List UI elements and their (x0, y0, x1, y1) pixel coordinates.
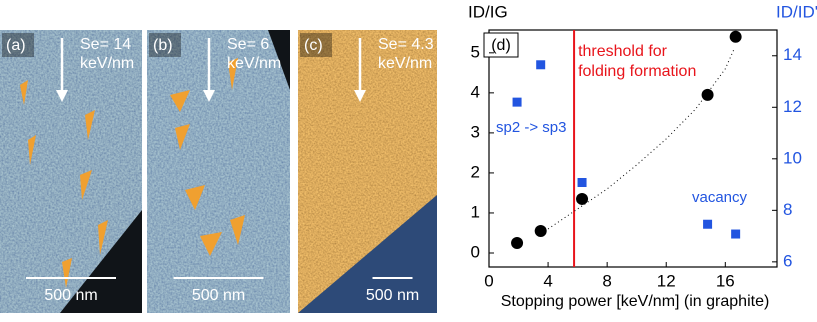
dark-corner (268, 30, 290, 90)
trend-line (547, 48, 735, 230)
y-tick-label: 5 (471, 42, 480, 61)
square-point (731, 229, 741, 239)
threshold-label: folding formation (578, 63, 696, 80)
square-point (703, 219, 713, 229)
se-unit: keV/nm (80, 55, 134, 72)
se-unit: keV/nm (227, 55, 281, 72)
y-axis-label: ID/IG (468, 2, 508, 21)
plot-frame (488, 29, 778, 268)
arrow-head (203, 90, 215, 102)
y2-tick-label: 10 (783, 148, 802, 167)
circle-point (511, 236, 524, 249)
y-tick-label: 0 (471, 242, 480, 261)
y-tick-label: 2 (471, 162, 480, 181)
features (20, 80, 108, 288)
arrow-head (354, 90, 366, 102)
circle-point (729, 30, 742, 43)
se-label: Se= 4.3 (378, 36, 434, 53)
panel-label-box (2, 33, 34, 57)
circle-point (701, 88, 714, 101)
se-unit: keV/nm (378, 55, 432, 72)
circle-point (576, 192, 589, 205)
substrate (298, 195, 437, 313)
y2-tick-label: 14 (783, 45, 802, 64)
dark-corner (60, 210, 142, 313)
x-tick-label: 0 (484, 271, 493, 290)
threshold-label: threshold for (578, 43, 668, 60)
y2-tick-label: 8 (783, 200, 792, 219)
y-tick-label: 4 (471, 82, 480, 101)
panel-label: (b) (153, 37, 173, 54)
square-point (577, 178, 587, 188)
scale-label: 500 nm (192, 287, 245, 304)
x-tick-label: 16 (716, 271, 735, 290)
x-axis-label: Stopping power [keV/nm] (in graphite) (501, 293, 770, 310)
square-point (512, 97, 522, 107)
panel-label: (a) (6, 37, 26, 54)
panel-label-box (300, 33, 332, 57)
y2-tick-label: 6 (783, 251, 792, 270)
panel-label-box (149, 33, 181, 57)
se-label: Se= 14 (80, 36, 131, 53)
annotation: sp2 -> sp3 (496, 119, 566, 136)
texture (147, 30, 290, 313)
y-tick-label: 3 (471, 122, 480, 141)
panel-label: (d) (491, 37, 511, 54)
annotation: vacancy (692, 189, 748, 206)
features (170, 58, 245, 256)
circle-point (534, 224, 547, 237)
scale-label: 500 nm (366, 287, 419, 304)
arrow-head (56, 90, 68, 102)
y2-axis-label: ID/ID' (776, 2, 817, 21)
x-tick-label: 8 (602, 271, 611, 290)
y-tick-label: 1 (471, 202, 480, 221)
panel-label: (c) (304, 37, 323, 54)
y2-tick-label: 12 (783, 97, 802, 116)
x-tick-label: 4 (543, 271, 552, 290)
square-point (536, 60, 546, 70)
scale-label: 500 nm (44, 287, 97, 304)
x-tick-label: 12 (657, 271, 676, 290)
se-label: Se= 6 (227, 36, 269, 53)
